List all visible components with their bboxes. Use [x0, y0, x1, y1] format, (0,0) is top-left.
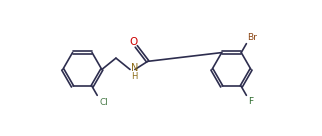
Text: Cl: Cl	[99, 98, 108, 106]
Text: H: H	[131, 72, 137, 81]
Text: Br: Br	[248, 33, 257, 42]
Text: F: F	[248, 97, 253, 106]
Text: O: O	[129, 37, 137, 47]
Text: N: N	[131, 63, 138, 73]
